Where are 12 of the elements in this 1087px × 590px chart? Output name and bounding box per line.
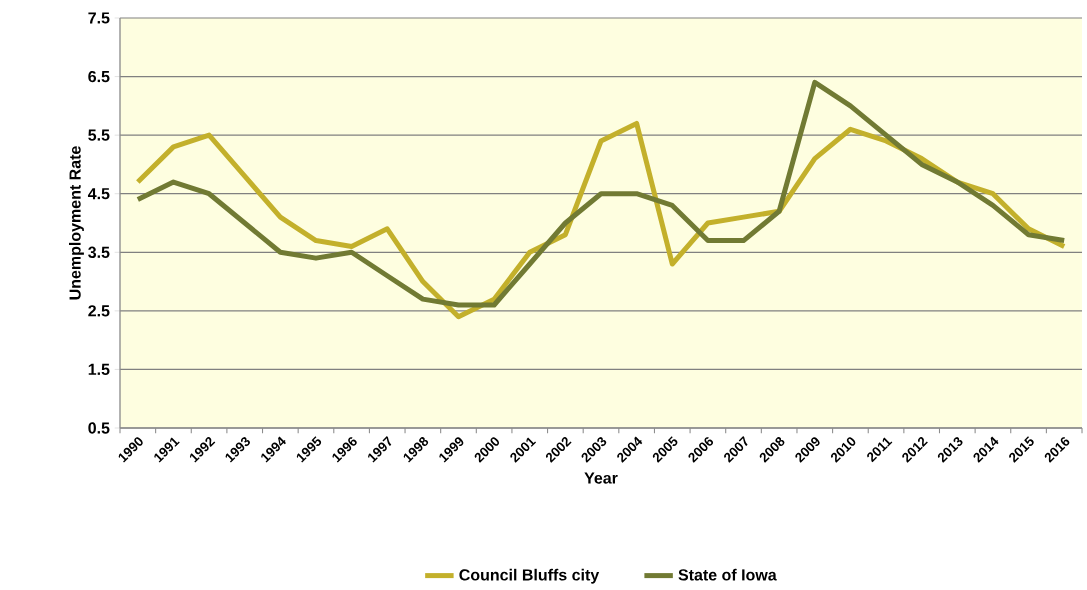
- y-tick-label: 6.5: [88, 70, 110, 83]
- y-tick-label: 0.5: [88, 422, 110, 434]
- y-tick-label: 3.5: [88, 246, 110, 258]
- y-tick-label: 4.5: [87, 188, 110, 200]
- y-axis-title: Unemployment Rate: [68, 146, 84, 300]
- y-tick-label: 1.5: [88, 363, 110, 375]
- legend-label: State of Iowa: [678, 568, 777, 581]
- legend-label: Council Bluffs city: [459, 568, 600, 584]
- x-axis-title: Year: [584, 472, 618, 484]
- y-tick-label: 5.5: [88, 129, 110, 141]
- y-tick-label: 7.5: [88, 12, 110, 24]
- y-tick-label: 2.5: [88, 305, 110, 317]
